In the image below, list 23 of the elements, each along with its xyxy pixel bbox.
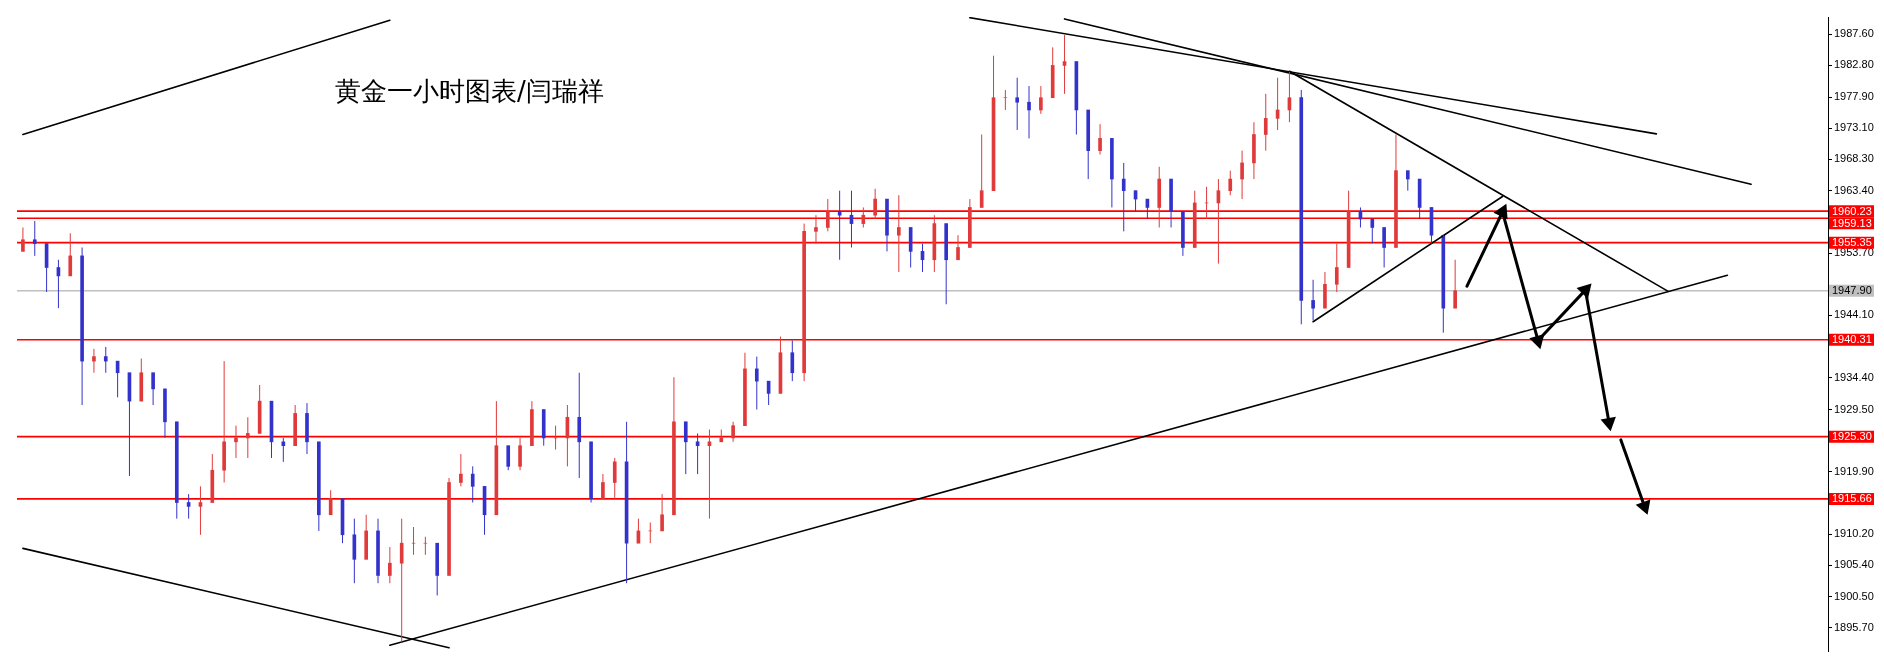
- ref-line-label: 1959.13: [1832, 216, 1872, 229]
- y-tick-label: 1934.40: [1834, 370, 1874, 383]
- y-tick-label: 1963.40: [1834, 183, 1874, 196]
- ref-line-label: 1960.23: [1832, 204, 1872, 217]
- y-tick-label: 1973.10: [1834, 121, 1874, 134]
- ref-line-label: 1925.30: [1832, 430, 1872, 443]
- y-tick-label: 1929.50: [1834, 402, 1874, 415]
- y-tick-label: 1982.80: [1834, 58, 1874, 71]
- text: 黄金一小时图表/闫瑞祥: [335, 75, 604, 106]
- y-tick-label: 1905.40: [1834, 558, 1874, 571]
- ref-line-label: 1940.31: [1832, 333, 1872, 346]
- y-tick-label: 1919.90: [1834, 464, 1874, 477]
- ref-line-label: 1955.35: [1832, 236, 1872, 249]
- y-tick-label: 1987.60: [1834, 27, 1874, 40]
- y-tick-label: 1895.70: [1834, 620, 1874, 633]
- y-tick-label: 1977.90: [1834, 90, 1874, 103]
- y-tick-label: 1944.10: [1834, 308, 1874, 321]
- y-tick-label: 1953.70: [1834, 246, 1874, 259]
- ref-line-label: 1915.66: [1832, 492, 1872, 505]
- y-tick-label: 1968.30: [1834, 152, 1874, 165]
- y-tick-label: 1910.20: [1834, 527, 1874, 540]
- ref-line-label: 1947.90: [1832, 284, 1872, 297]
- y-tick-label: 1900.50: [1834, 589, 1874, 602]
